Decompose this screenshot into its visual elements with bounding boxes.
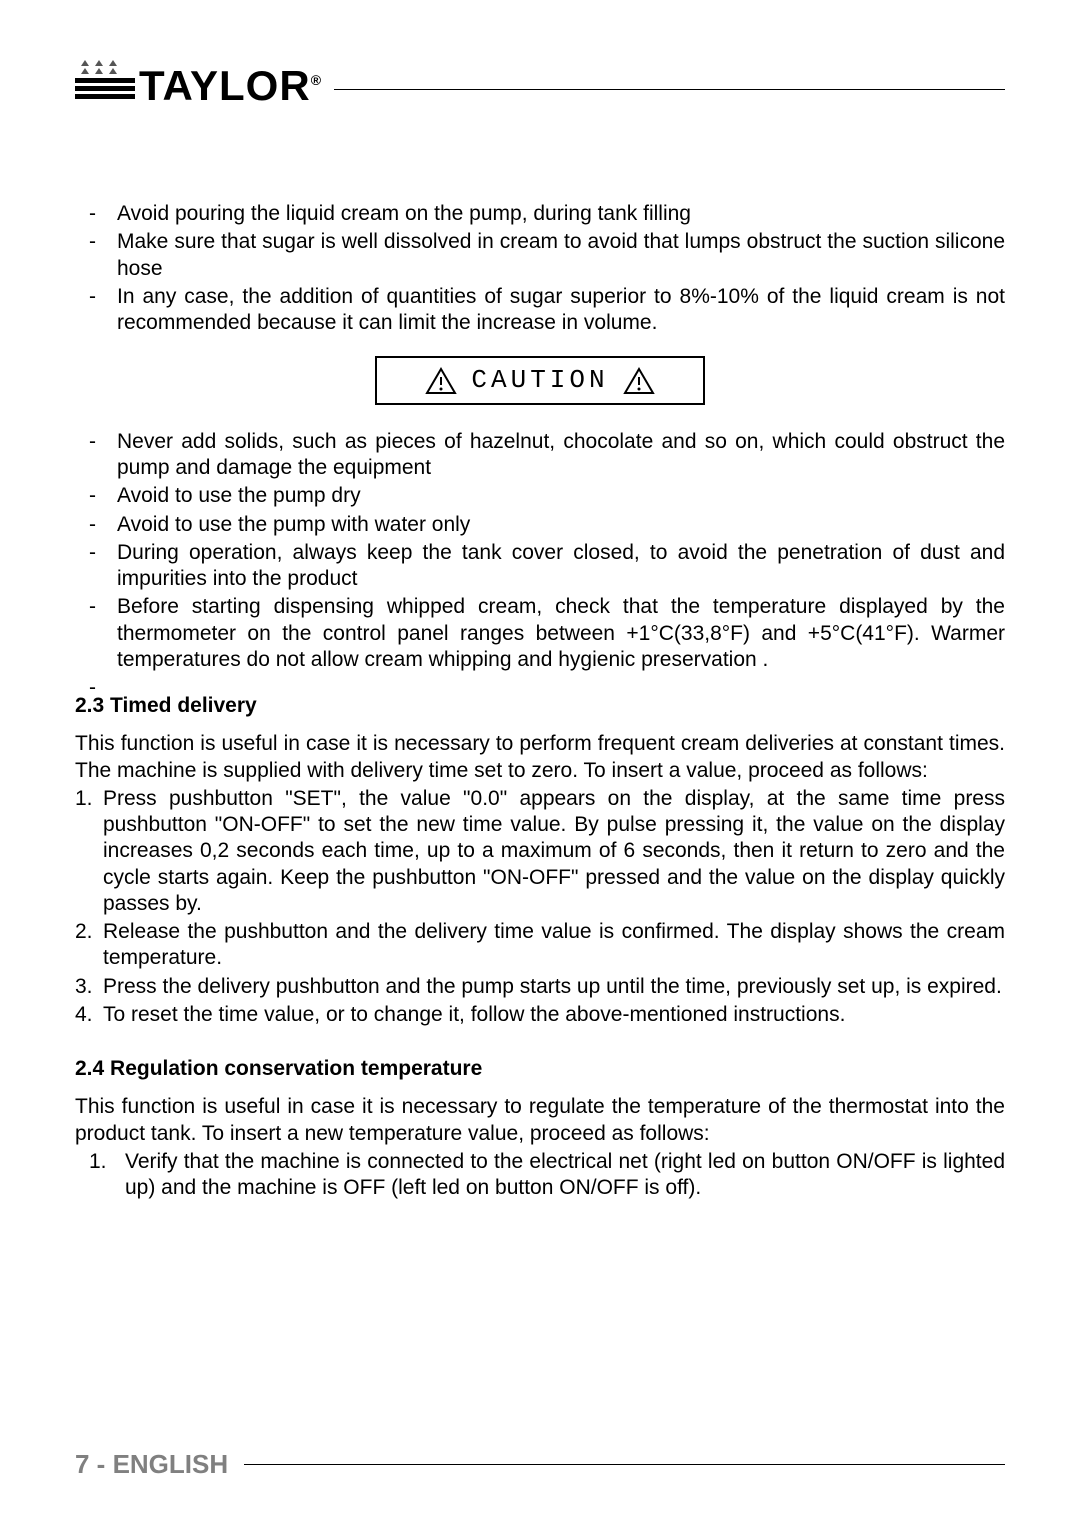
bullet-list-2: Never add solids, such as pieces of haze… [75,429,1005,673]
list-item: 2.Release the pushbutton and the deliver… [75,919,1005,972]
list-item-text: Press pushbutton "SET", the value "0.0" … [103,787,1005,915]
list-item: In any case, the addition of quantities … [75,284,1005,337]
list-item: Avoid to use the pump with water only [75,512,1005,538]
warning-icon [425,367,457,395]
list-item-text: Verify that the machine is connected to … [125,1150,1005,1199]
footer-divider [244,1464,1005,1465]
list-item: Never add solids, such as pieces of haze… [75,429,1005,482]
list-item-text: Release the pushbutton and the delivery … [103,920,1005,969]
list-item: Make sure that sugar is well dissolved i… [75,229,1005,282]
list-item: Avoid to use the pump dry [75,483,1005,509]
section-24-intro: This function is useful in case it is ne… [75,1094,1005,1147]
list-item: 1.Verify that the machine is connected t… [75,1149,1005,1202]
list-item-text: Press the delivery pushbutton and the pu… [103,975,1002,998]
list-item-text: To reset the time value, or to change it… [103,1003,845,1026]
list-item: Before starting dispensing whipped cream… [75,594,1005,673]
bullet-list-1: Avoid pouring the liquid cream on the pu… [75,201,1005,336]
numbered-list-23: 1.Press pushbutton "SET", the value "0.0… [75,786,1005,1028]
page-footer: 7 - ENGLISH [75,1449,1005,1480]
list-item: During operation, always keep the tank c… [75,540,1005,593]
caution-box: CAUTION [375,356,705,405]
section-heading-23: 2.3 Timed delivery [75,693,1005,719]
numbered-list-24: 1.Verify that the machine is connected t… [75,1149,1005,1202]
brand-name: TAYLOR® [139,62,322,110]
header-divider [334,89,1005,90]
page-content: Avoid pouring the liquid cream on the pu… [75,201,1005,1201]
list-item: 1.Press pushbutton "SET", the value "0.0… [75,786,1005,917]
brand-logo: TAYLOR® [75,60,322,111]
page-header: TAYLOR® [75,60,1005,111]
list-item: 4.To reset the time value, or to change … [75,1002,1005,1028]
warning-icon [623,367,655,395]
list-item: Avoid pouring the liquid cream on the pu… [75,201,1005,227]
caution-label: CAUTION [471,364,608,397]
section-heading-24: 2.4 Regulation conservation temperature [75,1056,1005,1082]
section-23-intro: This function is useful in case it is ne… [75,731,1005,784]
list-item: 3.Press the delivery pushbutton and the … [75,974,1005,1000]
logo-mark-icon [75,60,139,111]
page-number: 7 - ENGLISH [75,1449,228,1480]
